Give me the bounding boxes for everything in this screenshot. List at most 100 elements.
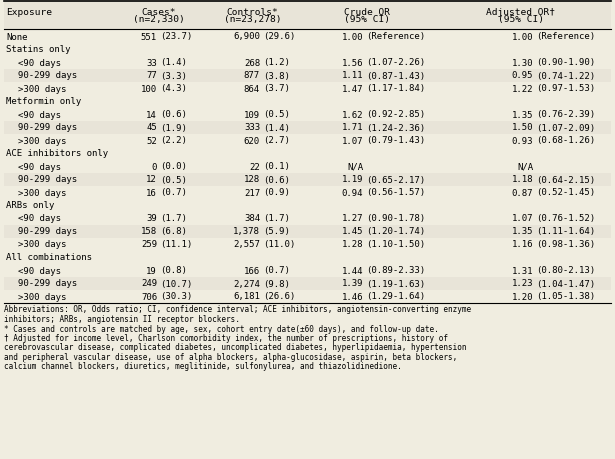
Text: 52: 52 bbox=[146, 136, 157, 145]
Text: (0.92-2.85): (0.92-2.85) bbox=[366, 110, 425, 119]
Text: 259: 259 bbox=[141, 240, 157, 249]
Text: 268: 268 bbox=[244, 58, 260, 67]
Text: 128: 128 bbox=[244, 175, 260, 184]
Text: Statins only: Statins only bbox=[6, 45, 71, 54]
Text: (0.76-2.39): (0.76-2.39) bbox=[536, 110, 595, 119]
Text: (23.7): (23.7) bbox=[160, 33, 192, 41]
Text: (0.9): (0.9) bbox=[263, 188, 290, 197]
Text: 19: 19 bbox=[146, 266, 157, 275]
Text: 1.31: 1.31 bbox=[512, 266, 533, 275]
Text: 2,557: 2,557 bbox=[233, 240, 260, 249]
Text: 77: 77 bbox=[146, 71, 157, 80]
Text: * Cases and controls are matched by age, sex, cohort entry date(±60 days), and f: * Cases and controls are matched by age,… bbox=[4, 324, 438, 333]
Text: 1.50: 1.50 bbox=[512, 123, 533, 132]
Text: All combinations: All combinations bbox=[6, 253, 92, 262]
Text: 0.93: 0.93 bbox=[512, 136, 533, 145]
Text: (0.74-1.22): (0.74-1.22) bbox=[536, 71, 595, 80]
Text: Abbreviations: OR, Odds ratio; CI, confidence interval; ACE inhibitors, angioten: Abbreviations: OR, Odds ratio; CI, confi… bbox=[4, 305, 471, 314]
Text: (0.65-2.17): (0.65-2.17) bbox=[366, 175, 425, 184]
Text: Metformin only: Metformin only bbox=[6, 97, 81, 106]
Text: 0.95: 0.95 bbox=[512, 71, 533, 80]
Text: (1.24-2.36): (1.24-2.36) bbox=[366, 123, 425, 132]
Text: (0.79-1.43): (0.79-1.43) bbox=[366, 136, 425, 145]
Text: 1,378: 1,378 bbox=[233, 227, 260, 236]
Text: 1.35: 1.35 bbox=[512, 110, 533, 119]
Text: (1.10-1.50): (1.10-1.50) bbox=[366, 240, 425, 249]
Text: (0.89-2.33): (0.89-2.33) bbox=[366, 266, 425, 275]
Text: (11.1): (11.1) bbox=[160, 240, 192, 249]
Text: (0.68-1.26): (0.68-1.26) bbox=[536, 136, 595, 145]
Text: 620: 620 bbox=[244, 136, 260, 145]
Text: (Reference): (Reference) bbox=[366, 33, 425, 41]
Text: 33: 33 bbox=[146, 58, 157, 67]
Text: 90-299 days: 90-299 days bbox=[18, 175, 77, 184]
Text: (3.3): (3.3) bbox=[160, 71, 187, 80]
Text: 384: 384 bbox=[244, 214, 260, 223]
Text: >300 days: >300 days bbox=[18, 136, 66, 145]
Text: 1.00: 1.00 bbox=[512, 33, 533, 41]
Text: 1.22: 1.22 bbox=[512, 84, 533, 93]
Text: (3.8): (3.8) bbox=[263, 71, 290, 80]
Text: (0.97-1.53): (0.97-1.53) bbox=[536, 84, 595, 93]
Text: (2.7): (2.7) bbox=[263, 136, 290, 145]
Text: (0.5): (0.5) bbox=[160, 175, 187, 184]
Text: 14: 14 bbox=[146, 110, 157, 119]
Text: 109: 109 bbox=[244, 110, 260, 119]
Text: 1.62: 1.62 bbox=[341, 110, 363, 119]
Text: † Adjusted for income level, Charlson comorbidity index, the number of prescript: † Adjusted for income level, Charlson co… bbox=[4, 333, 448, 342]
Text: 551: 551 bbox=[141, 33, 157, 41]
Text: (Reference): (Reference) bbox=[536, 33, 595, 41]
Text: Crude OR: Crude OR bbox=[344, 8, 391, 17]
Text: (1.2): (1.2) bbox=[263, 58, 290, 67]
Text: (1.19-1.63): (1.19-1.63) bbox=[366, 279, 425, 288]
Text: (1.7): (1.7) bbox=[160, 214, 187, 223]
Text: 45: 45 bbox=[146, 123, 157, 132]
Text: 1.71: 1.71 bbox=[341, 123, 363, 132]
Text: calcium channel blockers, diuretics, meglitinide, sulfonylurea, and thiazolidine: calcium channel blockers, diuretics, meg… bbox=[4, 362, 402, 371]
Text: 1.45: 1.45 bbox=[341, 227, 363, 236]
Text: (6.8): (6.8) bbox=[160, 227, 187, 236]
Text: 1.00: 1.00 bbox=[341, 33, 363, 41]
Text: (2.2): (2.2) bbox=[160, 136, 187, 145]
Text: (0.7): (0.7) bbox=[160, 188, 187, 197]
Text: 22: 22 bbox=[249, 162, 260, 171]
Text: (0.5): (0.5) bbox=[263, 110, 290, 119]
Text: (0.76-1.52): (0.76-1.52) bbox=[536, 214, 595, 223]
Text: Adjusted OR†: Adjusted OR† bbox=[486, 8, 555, 17]
Text: (0.52-1.45): (0.52-1.45) bbox=[536, 188, 595, 197]
Text: Exposure: Exposure bbox=[6, 8, 52, 17]
Text: (4.3): (4.3) bbox=[160, 84, 187, 93]
Text: (1.9): (1.9) bbox=[160, 123, 187, 132]
Bar bbox=[4, 82, 611, 95]
Bar bbox=[4, 186, 611, 199]
Text: 1.18: 1.18 bbox=[512, 175, 533, 184]
Text: <90 days: <90 days bbox=[18, 162, 61, 171]
Text: 90-299 days: 90-299 days bbox=[18, 123, 77, 132]
Text: N/A: N/A bbox=[347, 162, 363, 171]
Bar bbox=[4, 2, 611, 30]
Text: >300 days: >300 days bbox=[18, 292, 66, 301]
Text: (0.6): (0.6) bbox=[263, 175, 290, 184]
Bar bbox=[4, 264, 611, 277]
Text: 6,900: 6,900 bbox=[233, 33, 260, 41]
Text: 1.19: 1.19 bbox=[341, 175, 363, 184]
Text: 0: 0 bbox=[152, 162, 157, 171]
Text: 39: 39 bbox=[146, 214, 157, 223]
Text: (3.7): (3.7) bbox=[263, 84, 290, 93]
Text: inhibitors; ARBs, angiotensin II receptor blockers.: inhibitors; ARBs, angiotensin II recepto… bbox=[4, 314, 240, 323]
Text: 249: 249 bbox=[141, 279, 157, 288]
Bar bbox=[4, 121, 611, 134]
Text: 1.56: 1.56 bbox=[341, 58, 363, 67]
Text: 166: 166 bbox=[244, 266, 260, 275]
Text: 1.35: 1.35 bbox=[512, 227, 533, 236]
Text: ACE inhibitors only: ACE inhibitors only bbox=[6, 149, 108, 158]
Bar bbox=[4, 134, 611, 147]
Bar bbox=[4, 30, 611, 44]
Text: (95% CI): (95% CI) bbox=[344, 15, 391, 24]
Text: 1.28: 1.28 bbox=[341, 240, 363, 249]
Text: <90 days: <90 days bbox=[18, 110, 61, 119]
Text: (0.90-1.90): (0.90-1.90) bbox=[536, 58, 595, 67]
Text: 864: 864 bbox=[244, 84, 260, 93]
Bar bbox=[4, 238, 611, 251]
Text: 1.23: 1.23 bbox=[512, 279, 533, 288]
